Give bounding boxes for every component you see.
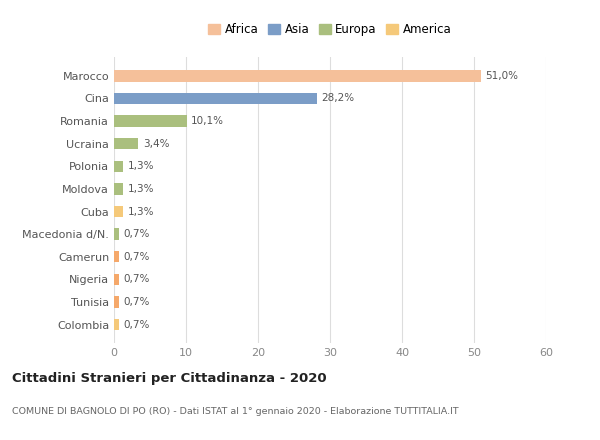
Text: 1,3%: 1,3% xyxy=(128,161,154,171)
Bar xyxy=(114,138,139,149)
Text: 0,7%: 0,7% xyxy=(124,252,150,262)
Text: 28,2%: 28,2% xyxy=(322,93,355,103)
Bar xyxy=(114,93,317,104)
Text: 0,7%: 0,7% xyxy=(124,297,150,307)
Bar xyxy=(114,161,124,172)
Bar xyxy=(114,274,119,285)
Text: 1,3%: 1,3% xyxy=(128,184,154,194)
Text: 1,3%: 1,3% xyxy=(128,206,154,216)
Text: 10,1%: 10,1% xyxy=(191,116,224,126)
Legend: Africa, Asia, Europa, America: Africa, Asia, Europa, America xyxy=(205,20,455,40)
Text: 51,0%: 51,0% xyxy=(485,71,518,81)
Bar xyxy=(114,183,124,194)
Bar xyxy=(114,296,119,308)
Text: Cittadini Stranieri per Cittadinanza - 2020: Cittadini Stranieri per Cittadinanza - 2… xyxy=(12,372,326,385)
Text: 0,7%: 0,7% xyxy=(124,319,150,330)
Text: 3,4%: 3,4% xyxy=(143,139,169,149)
Text: COMUNE DI BAGNOLO DI PO (RO) - Dati ISTAT al 1° gennaio 2020 - Elaborazione TUTT: COMUNE DI BAGNOLO DI PO (RO) - Dati ISTA… xyxy=(12,407,458,416)
Text: 0,7%: 0,7% xyxy=(124,274,150,284)
Text: 0,7%: 0,7% xyxy=(124,229,150,239)
Bar xyxy=(114,206,124,217)
Bar xyxy=(114,228,119,240)
Bar xyxy=(114,319,119,330)
Bar xyxy=(114,115,187,127)
Bar xyxy=(114,70,481,81)
Bar xyxy=(114,251,119,262)
